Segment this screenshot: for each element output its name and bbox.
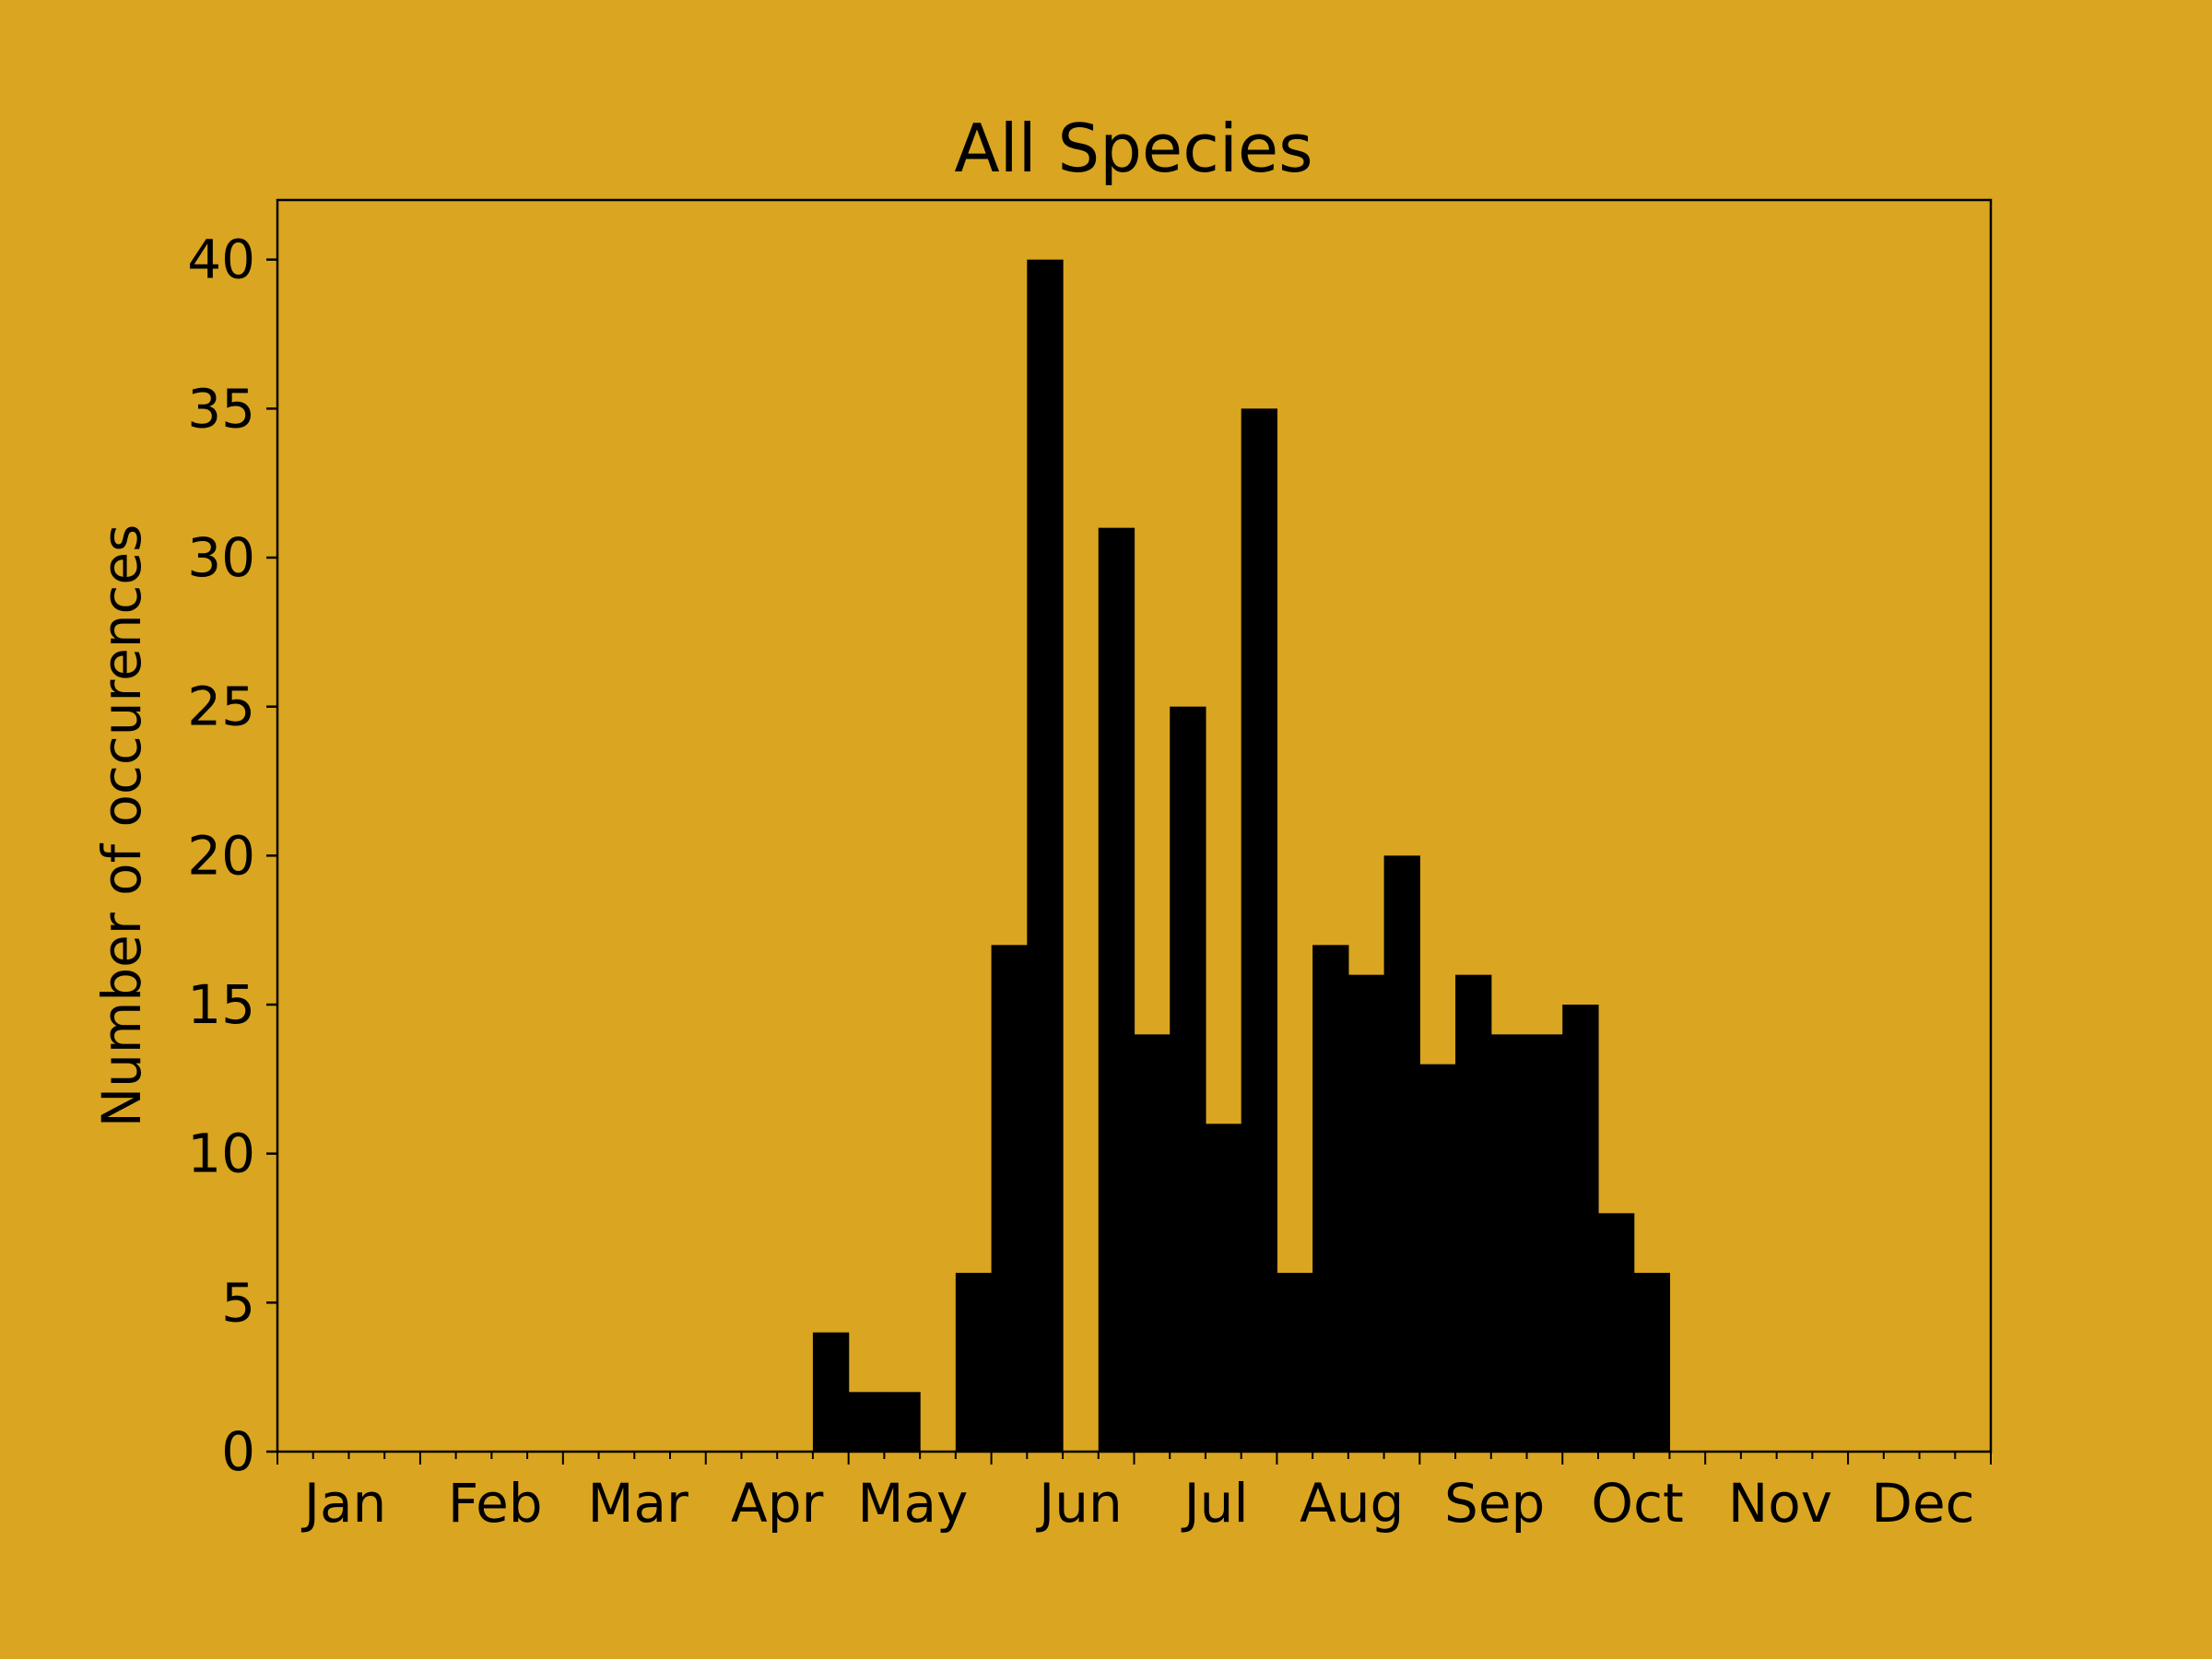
histogram-bar (884, 1392, 921, 1452)
histogram-bar (1383, 855, 1420, 1452)
x-tick-label-sep: Sep (1444, 1472, 1545, 1535)
histogram-bar (1526, 1034, 1563, 1452)
histogram-bar (1312, 945, 1349, 1452)
x-tick-label-jan: Jan (301, 1472, 386, 1535)
y-tick-label: 35 (187, 377, 255, 440)
y-tick-label: 25 (187, 676, 255, 738)
histogram-bar (991, 945, 1028, 1452)
y-axis-label: Number of occurences (90, 524, 153, 1128)
x-tick-label-jun: Jun (1036, 1472, 1123, 1535)
x-tick-label-aug: Aug (1300, 1472, 1404, 1535)
bars-group (812, 259, 1671, 1453)
x-tick-label-feb: Feb (448, 1472, 543, 1535)
y-tick-label: 10 (187, 1123, 255, 1185)
histogram-bar (1170, 706, 1206, 1452)
x-tick-label-nov: Nov (1728, 1472, 1832, 1535)
x-tick-label-may: May (857, 1472, 968, 1535)
histogram-bar (1597, 1213, 1635, 1452)
histogram-bar (1562, 1005, 1599, 1452)
histogram-bar (955, 1273, 993, 1452)
chart-title: All Species (954, 110, 1312, 187)
x-tick-label-apr: Apr (731, 1472, 823, 1535)
x-axis-ticks: Jan Feb Mar Apr May Jun Jul Aug Sep Oct Nov Dec (276, 1452, 1992, 1535)
histogram-bar (812, 1332, 850, 1452)
histogram-bar (1027, 259, 1064, 1453)
x-tick-label-jul: Jul (1182, 1472, 1249, 1535)
histogram-bar (1134, 1034, 1171, 1452)
histogram-bar (1347, 974, 1385, 1452)
histogram-bar (1490, 1034, 1528, 1452)
x-tick-label-dec: Dec (1871, 1472, 1974, 1535)
x-tick-label-oct: Oct (1591, 1472, 1683, 1535)
x-tick-label-mar: Mar (587, 1472, 688, 1535)
plot-frame (276, 198, 1993, 1453)
histogram-bar (1205, 1124, 1242, 1452)
y-tick-label: 40 (187, 229, 255, 291)
y-tick-label: 5 (221, 1271, 255, 1334)
histogram-bar (1633, 1273, 1671, 1452)
histogram-bar (1277, 1273, 1313, 1452)
histogram-bar (1455, 974, 1492, 1452)
histogram-bar (1098, 527, 1135, 1452)
histogram-bar (1419, 1064, 1456, 1452)
y-tick-label: 0 (221, 1420, 255, 1483)
y-tick-label: 30 (187, 526, 255, 589)
histogram-bar (1241, 408, 1278, 1452)
histogram-bar (848, 1392, 885, 1452)
y-tick-label: 15 (187, 973, 255, 1036)
y-tick-label: 20 (187, 824, 255, 887)
y-axis-ticks: 0 5 10 15 20 25 30 35 40 (187, 229, 277, 1483)
